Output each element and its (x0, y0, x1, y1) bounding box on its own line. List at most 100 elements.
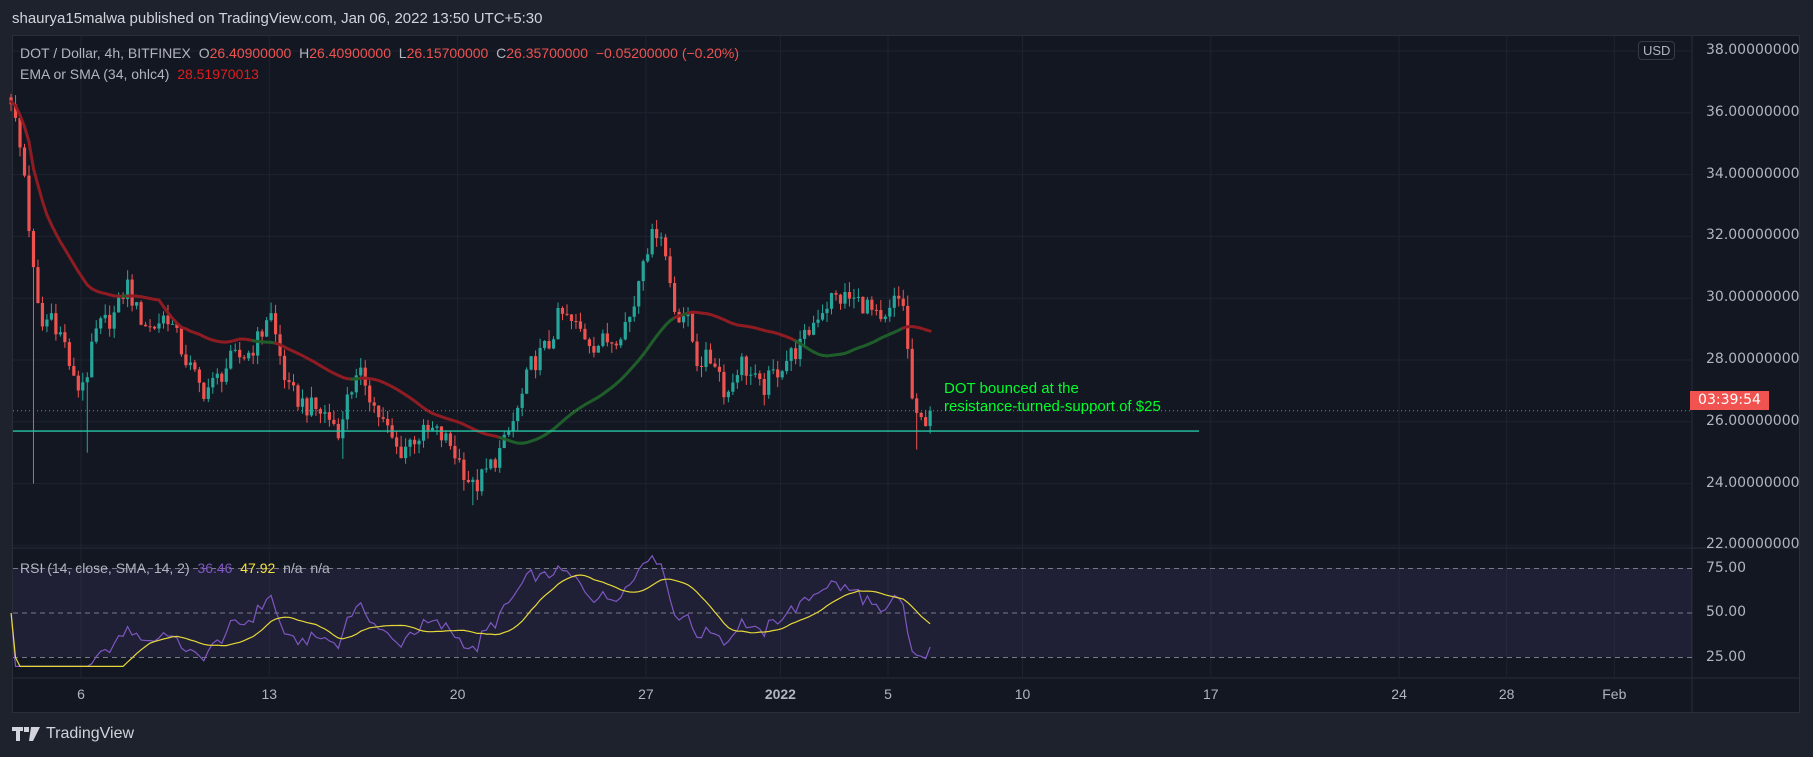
time-tick-label: 20 (449, 686, 466, 702)
candle-body (466, 479, 470, 483)
candle-body (332, 419, 336, 424)
time-tick-label: 6 (77, 686, 85, 702)
candle-body (507, 431, 511, 435)
candle-body (659, 237, 663, 239)
candle-body (345, 394, 349, 420)
candle-body (749, 374, 753, 376)
candle-body (260, 331, 264, 337)
brand-name: TradingView (46, 725, 135, 742)
candle-body (735, 375, 739, 383)
chart-panel[interactable] (12, 35, 1800, 713)
candle-body (399, 446, 403, 459)
candle-body (502, 434, 506, 449)
price-tick-label: 22.00000000 (1706, 536, 1800, 553)
candle-body (865, 299, 869, 314)
time-tick-label: 17 (1203, 686, 1219, 702)
candle-body (794, 348, 798, 360)
candle-body (421, 424, 426, 441)
candle-body (31, 231, 36, 268)
candle-body (49, 313, 54, 320)
currency-badge[interactable]: USD (1638, 41, 1676, 60)
rsi-sma-value: 47.92 (240, 560, 276, 576)
candle-body (296, 385, 300, 407)
ma-segment (36, 183, 44, 203)
candle-body (726, 391, 730, 398)
candle-body (628, 316, 632, 323)
candle-body (767, 370, 771, 395)
candle-body (695, 341, 699, 366)
candle-body (856, 296, 861, 298)
candle-body (843, 292, 847, 304)
candle-body (63, 332, 67, 343)
candle-body (323, 412, 327, 414)
candle-body (619, 339, 623, 346)
open-value: 26.40900000 (209, 45, 292, 61)
candle-body (803, 329, 807, 339)
candle-body (776, 369, 780, 378)
time-tick-label: 5 (884, 686, 892, 702)
time-tick-label: 27 (638, 686, 654, 702)
candles (9, 93, 932, 506)
candle-body (273, 313, 278, 335)
high-label: H (299, 45, 310, 61)
candle-body (847, 292, 852, 299)
symbol-legend: DOT / Dollar, 4h, BITFINEX O26.40900000 … (20, 45, 739, 61)
candle-body (668, 256, 672, 284)
candle-body (197, 369, 201, 383)
candle-body (287, 380, 291, 383)
candle-body (126, 279, 130, 299)
candle-body (883, 316, 887, 320)
candle-body (161, 315, 166, 324)
open-label: O (198, 45, 210, 61)
candle-body (386, 418, 390, 426)
low-label: L (398, 45, 407, 61)
candle-body (910, 348, 914, 399)
candle-body (820, 313, 825, 320)
candle-body (36, 267, 40, 304)
candle-body (870, 299, 874, 310)
candle-body (758, 373, 762, 380)
candle-body (408, 439, 412, 447)
candle-body (67, 342, 71, 366)
candle-body (354, 375, 358, 393)
candle-body (798, 338, 802, 360)
candle-body (134, 302, 139, 306)
ma-legend: EMA or SMA (34, ohlc4) 28.51970013 (20, 66, 259, 82)
candle-body (341, 419, 345, 439)
candle-body (103, 314, 107, 319)
candle-body (18, 117, 22, 148)
price-tick-label: 36.00000000 (1706, 103, 1800, 120)
publish-info: shaurya15malwa published on TradingView.… (12, 10, 543, 27)
candle-body (166, 315, 170, 325)
candle-body (247, 352, 251, 359)
candle-body (202, 382, 206, 399)
candle-body (888, 307, 892, 317)
candle-body (511, 421, 515, 432)
candle-body (556, 308, 560, 340)
annotation-line-2: resistance-turned-support of $25 (944, 398, 1161, 415)
candle-body (188, 362, 192, 366)
candle-body (444, 433, 448, 441)
candle-body (363, 367, 367, 386)
candle-body (377, 405, 381, 418)
candle-body (112, 312, 116, 329)
ma-segment (18, 113, 27, 129)
candle-body (713, 363, 717, 367)
candle-body (538, 347, 542, 371)
candle-body (309, 397, 314, 416)
low-value: 26.15700000 (406, 45, 489, 61)
candle-body (256, 331, 260, 356)
time-tick-label: 13 (261, 686, 278, 702)
candle-body (314, 397, 318, 410)
rsi-line (10, 554, 931, 668)
candle-body (94, 328, 98, 342)
candle-body (740, 356, 744, 376)
rsi-na-2: n/a (310, 560, 330, 576)
candle-body (40, 303, 45, 327)
candle-body (753, 373, 757, 375)
candle-body (305, 398, 309, 416)
candle-body (457, 458, 461, 460)
candle-body (417, 440, 421, 445)
tradingview-logo[interactable]: TradingView (12, 725, 134, 743)
